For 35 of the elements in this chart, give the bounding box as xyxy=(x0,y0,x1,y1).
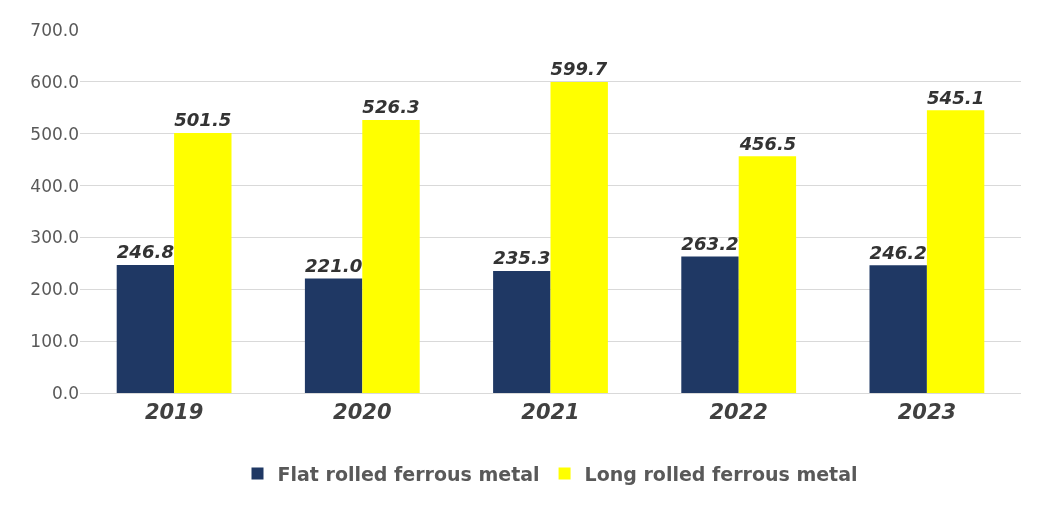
data-label: 526.3 xyxy=(362,96,420,118)
data-label: 221.0 xyxy=(304,254,363,276)
y-tick-label: 100.0 xyxy=(30,331,79,352)
data-label: 501.5 xyxy=(174,109,232,131)
data-label: 246.2 xyxy=(869,241,927,263)
data-label: 545.1 xyxy=(926,86,985,108)
y-tick-label: 0.0 xyxy=(51,382,79,403)
bar xyxy=(738,156,797,393)
data-label: 599.7 xyxy=(550,58,608,80)
bar xyxy=(174,132,232,393)
y-tick-label: 300.0 xyxy=(30,227,79,248)
x-tick-label: 2020 xyxy=(333,400,392,425)
y-tick-label: 200.0 xyxy=(30,279,79,300)
y-tick-label: 500.0 xyxy=(30,123,79,144)
data-label: 456.5 xyxy=(738,132,797,154)
y-tick-label: 700.0 xyxy=(30,19,79,40)
x-tick-label: 2023 xyxy=(897,400,957,425)
data-label: 263.2 xyxy=(681,232,739,254)
x-tick-label: 2019 xyxy=(144,400,204,425)
bar xyxy=(681,256,739,393)
bar xyxy=(869,265,927,393)
x-tick-label: 2022 xyxy=(709,400,768,425)
bar xyxy=(304,278,363,393)
x-tick-label: 2021 xyxy=(521,400,580,425)
bar xyxy=(926,110,985,393)
data-label: 235.3 xyxy=(493,247,551,269)
y-tick-label: 600.0 xyxy=(30,71,79,92)
data-label: 246.8 xyxy=(116,241,175,263)
bar xyxy=(362,120,420,393)
y-tick-label: 400.0 xyxy=(30,175,79,196)
bar xyxy=(550,82,608,393)
legend-label: Long rolled ferrous metal xyxy=(584,462,858,485)
bar xyxy=(116,265,175,393)
legend-label: Flat rolled ferrous metal xyxy=(277,462,540,485)
bar xyxy=(493,270,551,393)
